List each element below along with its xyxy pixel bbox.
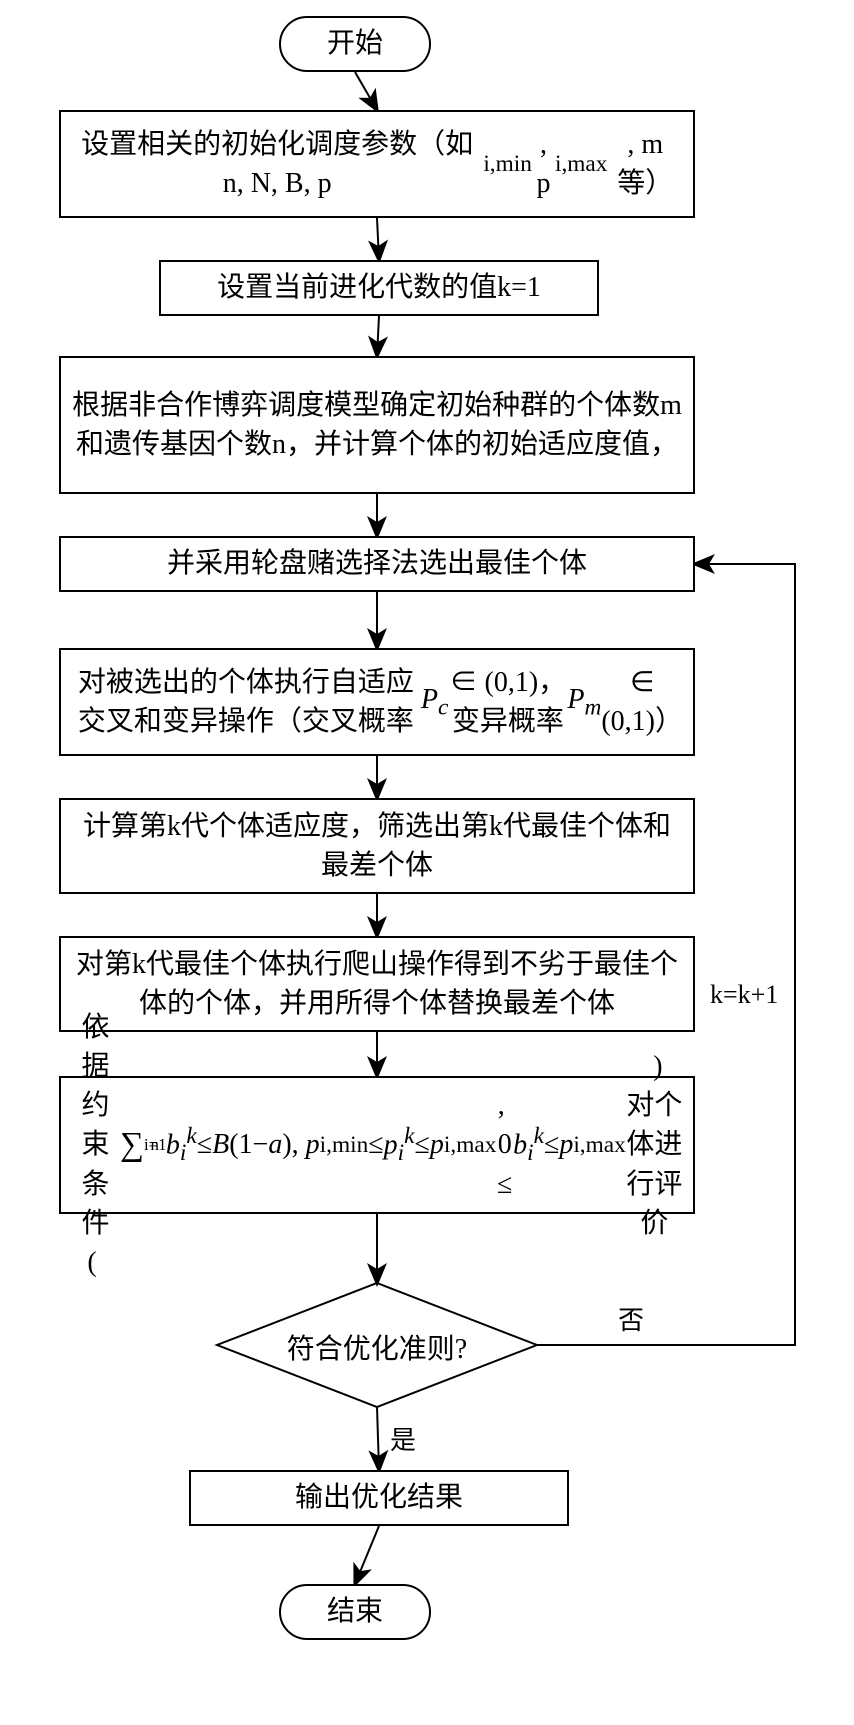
node-init: 设置相关的初始化调度参数（如n, N, B, p i,min , p i,max…: [59, 110, 695, 218]
node-end: 结束: [279, 1584, 431, 1640]
node-output: 输出优化结果: [189, 1470, 569, 1526]
node-start: 开始: [279, 16, 431, 72]
node-roulette: 并采用轮盘赌选择法选出最佳个体: [59, 536, 695, 592]
node-setk: 设置当前进化代数的值k=1: [159, 260, 599, 316]
node-climb: 对第k代最佳个体执行爬山操作得到不劣于最佳个体的个体，并用所得个体替换最差个体: [59, 936, 695, 1032]
node-fitk: 计算第k代个体适应度，筛选出第k代最佳个体和最差个体: [59, 798, 695, 894]
node-cross: 对被选出的个体执行自适应交叉和变异操作（交叉概率 Pc ∈ (0,1)，变异概率…: [59, 648, 695, 756]
node-model: 根据非合作博弈调度模型确定初始种群的个体数m和遗传基因个数n，并计算个体的初始适…: [59, 356, 695, 494]
node-constr: 依据约束条件( ∑i=1n bik ≤ B(1−a), pi,min ≤ pik…: [59, 1076, 695, 1214]
label-inc: k=k+1: [710, 980, 778, 1010]
label-yes: 是: [390, 1420, 416, 1457]
decision-text: 符合优化准则?: [227, 1327, 527, 1367]
label-no: 否: [618, 1300, 644, 1337]
